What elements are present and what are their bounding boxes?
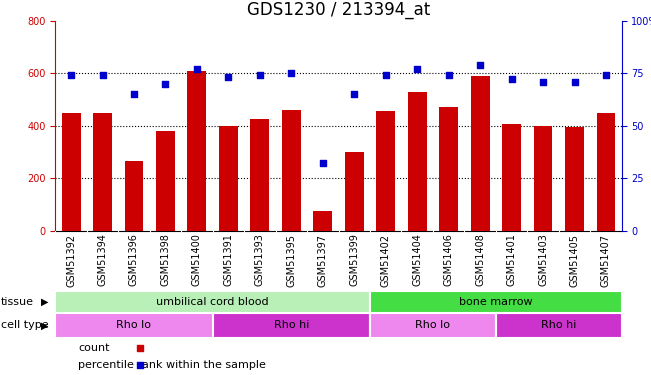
Bar <box>596 112 615 231</box>
Text: GSM51408: GSM51408 <box>475 234 485 286</box>
Bar <box>62 112 81 231</box>
Bar <box>370 291 622 313</box>
Text: umbilical cord blood: umbilical cord blood <box>156 297 269 307</box>
Text: GSM51401: GSM51401 <box>506 234 517 286</box>
Bar <box>187 70 206 231</box>
Point <box>129 91 139 97</box>
Text: percentile rank within the sample: percentile rank within the sample <box>78 360 266 369</box>
Bar <box>93 112 112 231</box>
Point <box>349 91 359 97</box>
Bar <box>251 119 270 231</box>
Text: GSM51406: GSM51406 <box>443 234 454 286</box>
Text: GSM51405: GSM51405 <box>570 234 579 286</box>
Bar <box>534 126 553 231</box>
Point <box>538 78 548 84</box>
Point <box>601 72 611 78</box>
Text: GSM51407: GSM51407 <box>601 234 611 286</box>
Point <box>380 72 391 78</box>
Point <box>443 72 454 78</box>
Point <box>569 78 579 84</box>
Text: GSM51393: GSM51393 <box>255 234 265 286</box>
Text: ▶: ▶ <box>41 297 49 307</box>
Bar <box>471 76 490 231</box>
Point <box>59 362 69 368</box>
Bar <box>439 107 458 231</box>
Bar <box>376 111 395 231</box>
Point <box>160 81 171 87</box>
Bar <box>502 124 521 231</box>
Bar <box>496 313 622 338</box>
Point <box>97 72 107 78</box>
Point <box>412 66 422 72</box>
Text: ▶: ▶ <box>41 320 49 330</box>
Text: GSM51398: GSM51398 <box>160 234 171 286</box>
Bar <box>313 211 332 231</box>
Bar <box>55 313 213 338</box>
Text: Rho hi: Rho hi <box>541 320 577 330</box>
Text: GSM51402: GSM51402 <box>381 234 391 286</box>
Text: GSM51403: GSM51403 <box>538 234 548 286</box>
Bar <box>124 161 143 231</box>
Text: Rho lo: Rho lo <box>415 320 450 330</box>
Text: GSM51391: GSM51391 <box>223 234 234 286</box>
Bar <box>370 313 496 338</box>
Point <box>223 74 234 80</box>
Text: count: count <box>78 343 109 353</box>
Point <box>59 345 69 351</box>
Point <box>506 76 517 82</box>
Point <box>318 160 328 166</box>
Text: GSM51404: GSM51404 <box>412 234 422 286</box>
Bar <box>55 291 370 313</box>
Text: GSM51396: GSM51396 <box>129 234 139 286</box>
Bar <box>156 131 175 231</box>
Bar <box>282 110 301 231</box>
Text: GSM51394: GSM51394 <box>98 234 107 286</box>
Bar <box>213 313 370 338</box>
Bar <box>219 126 238 231</box>
Text: Rho hi: Rho hi <box>273 320 309 330</box>
Point <box>66 72 76 78</box>
Text: GSM51399: GSM51399 <box>349 234 359 286</box>
Bar <box>565 127 584 231</box>
Text: cell type: cell type <box>1 320 48 330</box>
Bar <box>345 152 364 231</box>
Text: Rho lo: Rho lo <box>117 320 152 330</box>
Text: GSM51397: GSM51397 <box>318 234 328 286</box>
Point <box>255 72 265 78</box>
Text: tissue: tissue <box>1 297 34 307</box>
Point <box>191 66 202 72</box>
Bar <box>408 92 426 231</box>
Point <box>286 70 296 76</box>
Text: bone marrow: bone marrow <box>459 297 533 307</box>
Text: GSM51395: GSM51395 <box>286 234 296 286</box>
Text: GSM51392: GSM51392 <box>66 234 76 286</box>
Title: GDS1230 / 213394_at: GDS1230 / 213394_at <box>247 2 430 20</box>
Text: GSM51400: GSM51400 <box>192 234 202 286</box>
Point <box>475 62 485 68</box>
